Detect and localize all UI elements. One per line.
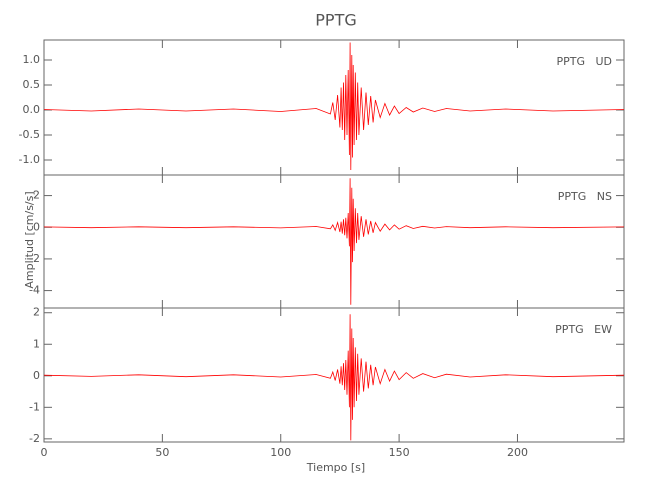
y-tick-label: 1.0 [23, 53, 41, 66]
x-axis-label: Tiempo [s] [306, 461, 365, 474]
y-tick-label: -1 [29, 400, 40, 413]
y-tick-label: 0.0 [23, 103, 41, 116]
y-tick-label: 2 [33, 306, 40, 319]
x-tick-label: 200 [507, 446, 528, 459]
y-tick-label: -4 [29, 284, 40, 297]
y-tick-label: -1.0 [19, 153, 40, 166]
y-tick-label: 1 [33, 337, 40, 350]
y-tick-label: -2 [29, 252, 40, 265]
y-tick-label: 0.5 [23, 78, 41, 91]
waveform [43, 314, 625, 441]
y-tick-label: -2 [29, 432, 40, 445]
y-tick-label: 0 [33, 369, 40, 382]
y-tick-label: 2 [33, 189, 40, 202]
panel-label: PPTG NS [558, 190, 612, 203]
x-tick-label: 0 [41, 446, 48, 459]
waveform [43, 178, 625, 305]
x-tick-label: 100 [270, 446, 291, 459]
y-tick-label: 0 [33, 220, 40, 233]
x-tick-label: 50 [155, 446, 169, 459]
panel-label: PPTG UD [556, 55, 612, 68]
x-tick-label: 150 [389, 446, 410, 459]
panel-label: PPTG EW [555, 323, 612, 336]
panel-frame [43, 307, 625, 443]
chart-title: PPTG [315, 11, 356, 30]
y-axis-label: Amplitud [cm/s/s] [23, 191, 36, 288]
waveform [43, 42, 625, 171]
y-tick-label: -0.5 [19, 128, 40, 141]
